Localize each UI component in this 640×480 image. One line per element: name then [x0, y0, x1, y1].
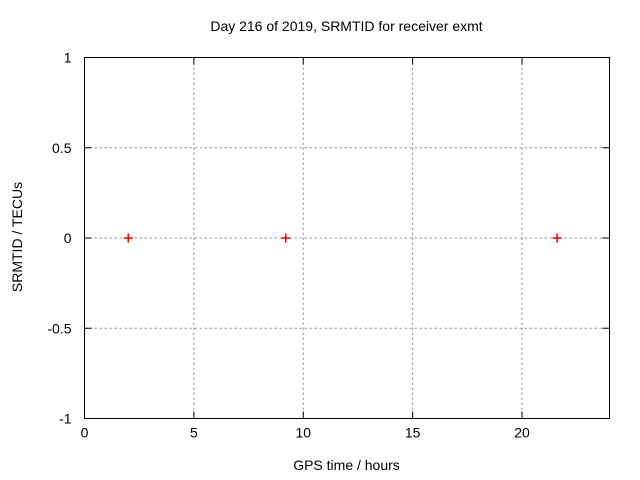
chart-title: Day 216 of 2019, SRMTID for receiver exm… — [210, 18, 483, 34]
y-tick-label: 1 — [64, 50, 72, 66]
y-tick-label: -1 — [59, 411, 72, 427]
x-tick-label: 10 — [295, 425, 311, 441]
y-tick-label: 0.5 — [52, 140, 72, 156]
y-tick-label: 0 — [64, 230, 72, 246]
x-tick-label: 20 — [514, 425, 530, 441]
x-tick-label: 15 — [405, 425, 421, 441]
x-axis-label: GPS time / hours — [293, 457, 400, 473]
y-tick-label: -0.5 — [47, 320, 71, 336]
x-tick-label: 0 — [81, 425, 89, 441]
x-tick-label: 5 — [190, 425, 198, 441]
